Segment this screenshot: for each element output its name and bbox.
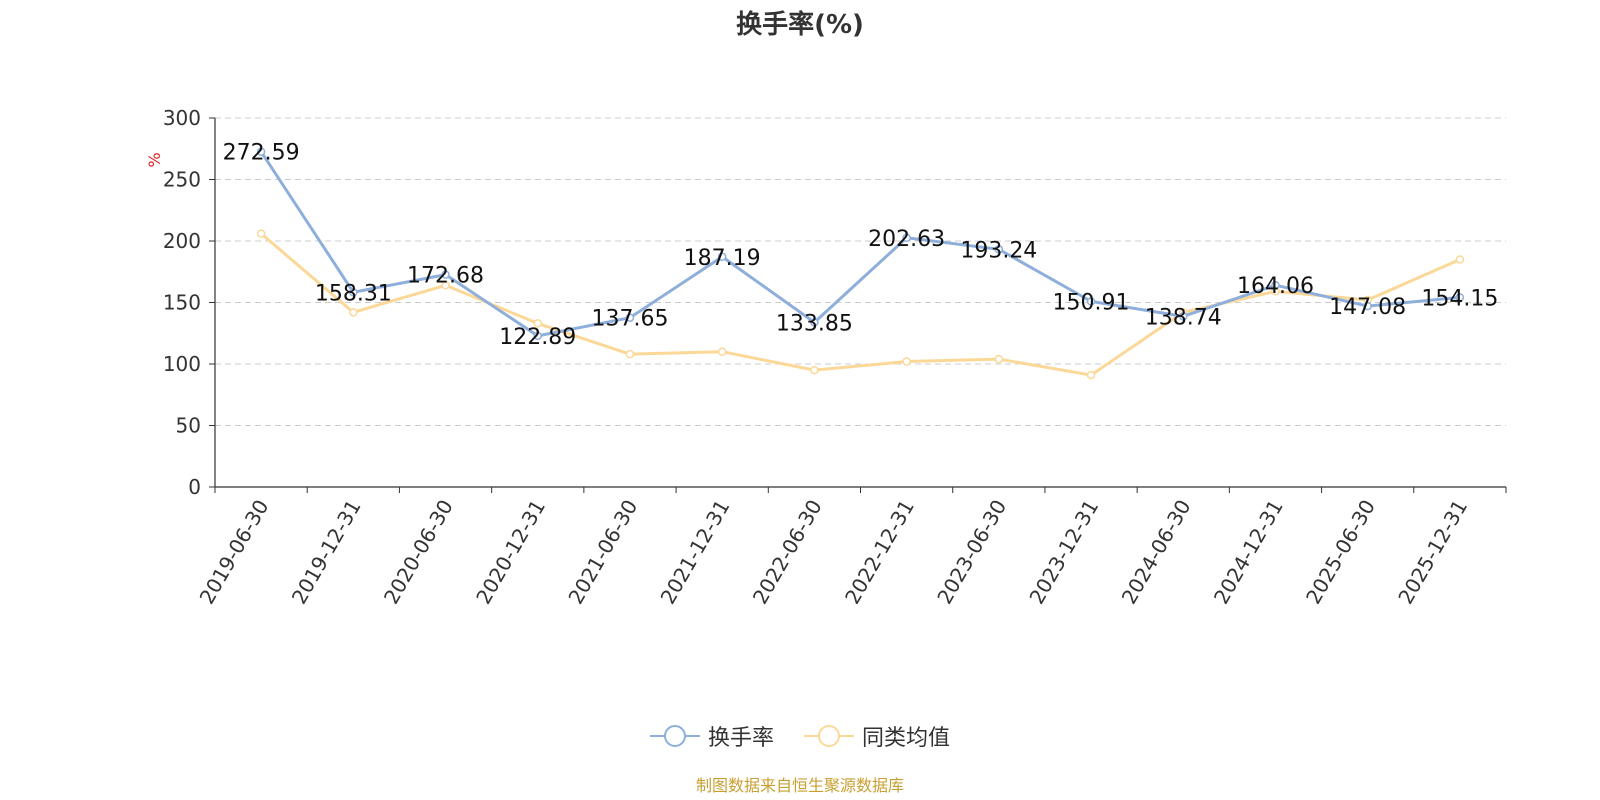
x-tick-label: 2021-06-30: [563, 496, 642, 609]
x-tick-label: 2024-06-30: [1117, 496, 1196, 609]
data-point: [349, 308, 358, 317]
x-tick-label: 2025-12-31: [1393, 496, 1472, 609]
data-label: 202.63: [868, 227, 945, 252]
data-point: [625, 349, 635, 359]
x-tick-label: 2022-06-30: [748, 496, 827, 609]
data-label: 193.24: [960, 238, 1037, 263]
data-point: [810, 365, 819, 375]
legend-item[interactable]: 换手率: [649, 720, 774, 752]
legend-label: 换手率: [707, 726, 774, 751]
data-label: 147.08: [1329, 295, 1406, 320]
data-point: [1179, 312, 1188, 321]
legend-symbol-icon: [804, 725, 854, 747]
data-point: [717, 347, 727, 356]
data-label: 150.91: [1053, 290, 1130, 315]
x-tick-label: 2023-12-31: [1024, 496, 1103, 609]
data-label: 187.19: [684, 246, 761, 271]
x-tick-label: 2020-12-31: [471, 496, 550, 609]
chart-title: 换手率(%): [736, 10, 864, 40]
data-point: [994, 354, 1004, 364]
x-tick-label: 2022-12-31: [840, 496, 919, 609]
y-tick-label: 150: [163, 291, 201, 315]
x-tick-label: 2019-06-30: [195, 496, 274, 609]
x-tick-label: 2025-06-30: [1301, 496, 1380, 609]
y-tick-label: 300: [163, 106, 201, 130]
data-label: 164.06: [1237, 274, 1314, 299]
data-point: [256, 229, 266, 238]
data-label: 154.15: [1421, 286, 1498, 311]
data-point: [349, 288, 358, 297]
data-point: [717, 252, 727, 262]
legend-symbol-icon: [649, 725, 700, 747]
data-label: 137.65: [591, 307, 668, 332]
data-point: [256, 147, 266, 156]
data-point: [1271, 280, 1280, 290]
data-point: [1455, 255, 1465, 264]
data-label: 172.68: [407, 264, 484, 289]
data-point: [902, 357, 911, 366]
x-tick-label: 2023-06-30: [932, 496, 1011, 609]
data-point: [625, 313, 635, 322]
data-point: [1455, 293, 1465, 302]
legend: 换手率 同类均值: [0, 720, 1600, 752]
data-label: 272.59: [223, 141, 300, 166]
data-point: [810, 318, 819, 327]
data-point: [441, 270, 450, 279]
source-note: 制图数据来自恒生聚源数据库: [695, 776, 904, 795]
y-tick-label: 250: [163, 168, 201, 192]
x-tick-label: 2019-12-31: [287, 496, 366, 609]
y-tick-label: 50: [176, 414, 201, 438]
y-tick-label: 100: [163, 352, 201, 376]
x-tick-label: 2024-12-31: [1209, 496, 1288, 609]
data-point: [533, 331, 542, 341]
series-line-peer-average: [260, 232, 1461, 377]
data-label: 133.85: [776, 311, 853, 336]
data-label: 138.74: [1145, 305, 1222, 330]
legend-item[interactable]: 同类均值: [804, 720, 950, 752]
data-point: [441, 281, 450, 290]
x-tick-label: 2021-12-31: [656, 496, 735, 609]
data-point: [533, 319, 542, 328]
series-line-turnover: [259, 150, 1461, 338]
data-point: [902, 233, 911, 243]
data-point: [1086, 370, 1096, 380]
data-point: [994, 245, 1004, 254]
y-tick-label: 0: [188, 475, 201, 499]
data-point: [1086, 297, 1096, 306]
data-label: 158.31: [315, 281, 392, 306]
legend-label: 同类均值: [862, 726, 951, 751]
data-point: [1363, 301, 1372, 311]
data-label: 122.89: [499, 325, 576, 350]
y-axis-label: %: [145, 152, 164, 167]
x-tick-label: 2020-06-30: [379, 496, 458, 609]
y-tick-label: 200: [163, 229, 201, 253]
